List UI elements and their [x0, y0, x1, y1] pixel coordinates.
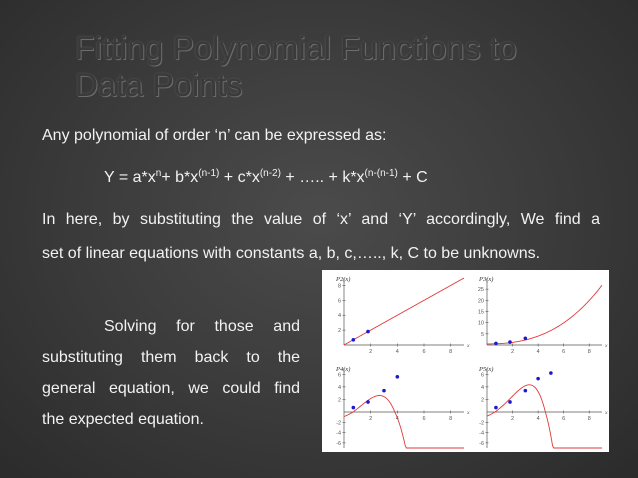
title-line-1: Fitting Polynomial Functions to [75, 30, 517, 66]
y-tick-label-1-1: 2 [338, 328, 341, 334]
x-tick-label-4-2: 4 [537, 416, 540, 422]
y-tick-label-1-4: 8 [338, 283, 341, 289]
panel-title-2: P3(x) [478, 276, 493, 283]
y-tick-label-3-3: -2 [336, 420, 341, 426]
data-point-3-2 [366, 400, 370, 404]
title-line-2: Data Points [75, 67, 243, 103]
curve-2 [486, 284, 603, 345]
data-point-3-3 [382, 388, 386, 393]
data-point-1-1 [351, 337, 356, 342]
x-tick-label-3-3: 6 [422, 416, 425, 422]
y-tick-label-2-1: 5 [481, 332, 484, 338]
eq-sup-4: (n-(n-1) [364, 168, 398, 179]
curve-4 [486, 384, 602, 449]
x-tick-label-1-1: 2 [369, 349, 372, 355]
eq-part-3: + c*x [219, 169, 260, 186]
polynomial-equation: Y = a*xn+ b*x(n-1) + c*x(n-2) + ….. + k*… [104, 168, 428, 187]
y-tick-label-4-2: -4 [479, 431, 484, 437]
y-tick-label-1-2: 4 [338, 313, 341, 319]
eq-sup-1: n [155, 168, 162, 179]
eq-part-1: Y = a*x [104, 169, 156, 186]
y-tick-label-3-2: -4 [336, 431, 341, 437]
eq-part-5: + C [397, 169, 428, 186]
slide-title: Fitting Polynomial Functions to Data Poi… [75, 30, 595, 104]
polynomial-plots-figure: P2(x) 2 4 6 8 x 2 4 6 8 P3(x) 2 4 6 8 x 5 10 15 20 25 P4(x) 2 4… [322, 270, 609, 452]
data-point-3-1 [351, 405, 356, 410]
data-point-2-3 [523, 336, 528, 341]
x-tick-label-1-2: 4 [396, 349, 399, 355]
x-tick-label-2-1: 2 [511, 349, 514, 355]
eq-part-4: + ….. + k*x [280, 169, 365, 186]
y-tick-label-3-6: 6 [338, 372, 341, 378]
data-point-2-2 [508, 340, 512, 344]
y-tick-label-3-4: 2 [338, 397, 341, 403]
x-axis-label-2: x [604, 343, 608, 349]
solving-paragraph: Solving for those and substituting them … [42, 311, 300, 435]
data-point-4-1 [494, 405, 498, 410]
solving-line-3: general equation, we could find [42, 380, 300, 397]
data-point-4-2 [508, 400, 512, 404]
paragraph-line-2: set of linear equations with constants a… [42, 245, 541, 262]
y-tick-label-2-2: 10 [478, 321, 484, 327]
x-tick-label-1-4: 8 [449, 349, 452, 355]
y-tick-label-3-1: -6 [336, 441, 341, 447]
y-tick-label-2-3: 15 [478, 310, 484, 316]
data-point-4-5 [549, 371, 553, 375]
data-point-4-3 [523, 388, 528, 393]
intro-text: Any polynomial of order ‘n’ can be expre… [42, 127, 387, 144]
eq-sup-2: (n-1) [198, 168, 220, 179]
data-point-3-4 [395, 375, 400, 379]
x-tick-label-2-2: 4 [537, 349, 540, 355]
eq-sup-3: (n-2) [259, 168, 281, 179]
solving-line-1: Solving for those and [104, 318, 300, 335]
paragraph-line-1: In here, by substituting the value of ‘x… [42, 211, 600, 228]
x-tick-label-4-1: 2 [511, 416, 514, 422]
x-axis-label-1: x [466, 343, 470, 349]
eq-part-2: + b*x [161, 169, 199, 186]
x-tick-label-3-1: 2 [369, 416, 372, 422]
panel-title-4: P5(x) [478, 366, 493, 373]
solving-line-2: substituting them back to the [42, 349, 300, 366]
x-axis-label-3: x [466, 410, 470, 416]
x-tick-label-4-3: 6 [562, 416, 565, 422]
panel-title-1: P2(x) [335, 276, 350, 283]
data-point-2-1 [494, 341, 498, 346]
y-tick-label-4-6: 6 [481, 372, 484, 378]
y-tick-label-3-5: 4 [338, 385, 341, 391]
y-tick-label-1-3: 6 [338, 298, 341, 304]
y-tick-label-4-1: -6 [479, 441, 484, 447]
y-tick-label-2-4: 20 [478, 298, 484, 304]
x-tick-label-4-4: 8 [588, 416, 591, 422]
data-point-4-4 [536, 376, 540, 381]
x-tick-label-1-3: 6 [422, 349, 425, 355]
x-axis-label-4: x [604, 410, 608, 416]
solving-line-4: the expected equation. [42, 411, 204, 428]
x-tick-label-2-3: 6 [562, 349, 565, 355]
curve-1 [343, 277, 465, 346]
panel-title-3: P4(x) [335, 366, 350, 373]
y-tick-label-4-3: -2 [479, 420, 484, 426]
y-tick-label-4-4: 2 [481, 397, 484, 403]
y-tick-label-2-5: 25 [478, 287, 484, 293]
x-tick-label-2-4: 8 [588, 349, 591, 355]
x-tick-label-3-4: 8 [449, 416, 452, 422]
y-tick-label-4-5: 4 [481, 385, 484, 391]
data-point-1-2 [366, 329, 370, 334]
curve-3 [343, 395, 464, 449]
plots-svg: P2(x) 2 4 6 8 x 2 4 6 8 P3(x) 2 4 6 8 x 5 10 15 20 25 P4(x) 2 4… [335, 276, 608, 449]
